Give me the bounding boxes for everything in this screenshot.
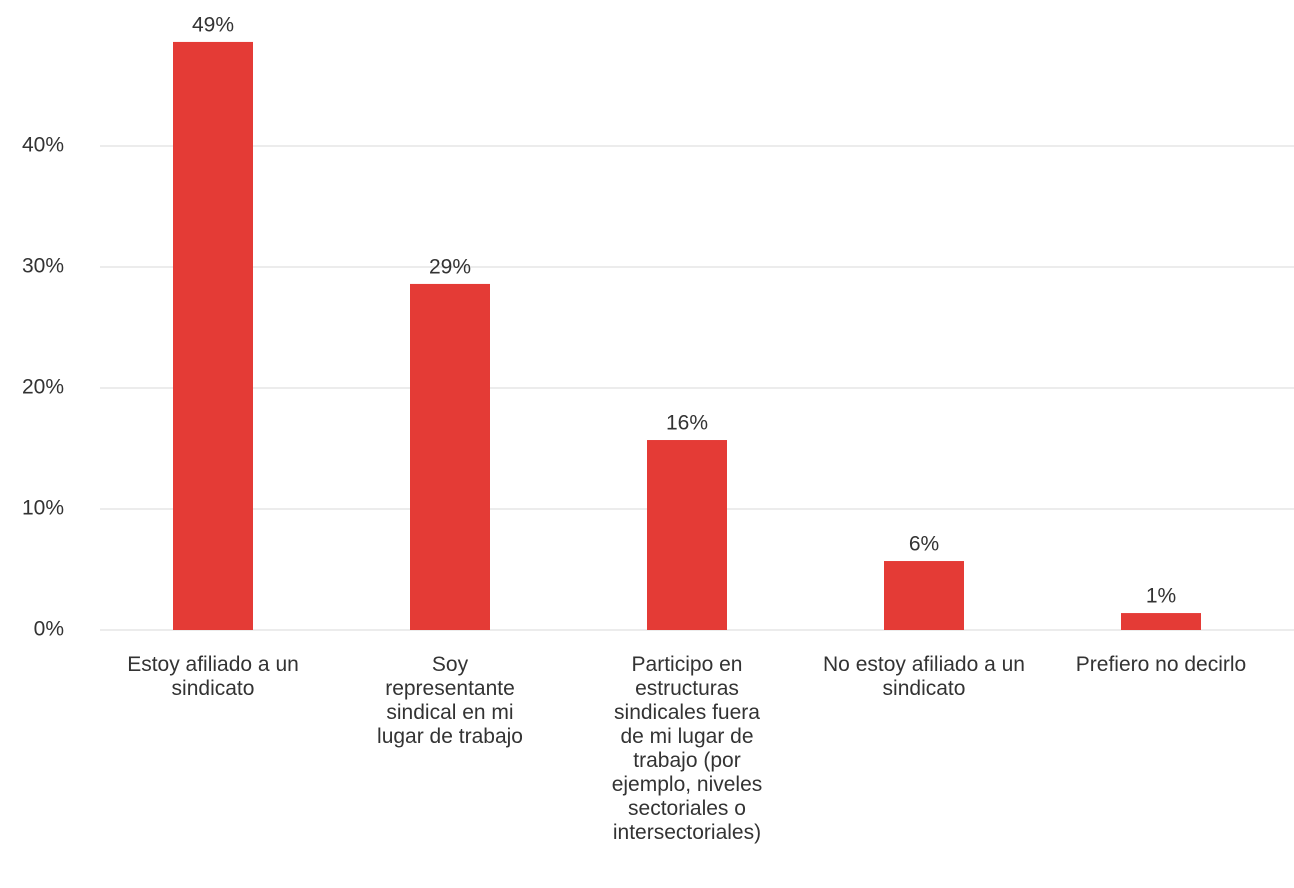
y-tick-label: 40% (22, 134, 64, 157)
x-tick-label: Soy representante sindical en mi lugar d… (377, 653, 523, 748)
x-tick-label: Participo en estructuras sindicales fuer… (611, 653, 763, 844)
y-tick-label: 0% (34, 618, 64, 641)
x-tick-label: Prefiero no decirlo (1075, 653, 1247, 676)
bar (410, 283, 490, 630)
value-label: 16% (666, 412, 708, 435)
bar (884, 561, 964, 630)
bar (173, 41, 253, 630)
value-label: 29% (429, 255, 471, 278)
value-label: 6% (909, 533, 939, 556)
bar (1121, 613, 1201, 630)
y-tick-label: 10% (22, 497, 64, 520)
bar (647, 440, 727, 630)
y-tick-label: 20% (22, 376, 64, 399)
x-tick-label: No estoy afiliado a un sindicato (823, 653, 1025, 700)
y-tick-label: 30% (22, 255, 64, 278)
value-label: 49% (192, 13, 234, 36)
value-label: 1% (1146, 585, 1176, 608)
x-tick-label: Estoy afiliado a un sindicato (127, 653, 299, 700)
